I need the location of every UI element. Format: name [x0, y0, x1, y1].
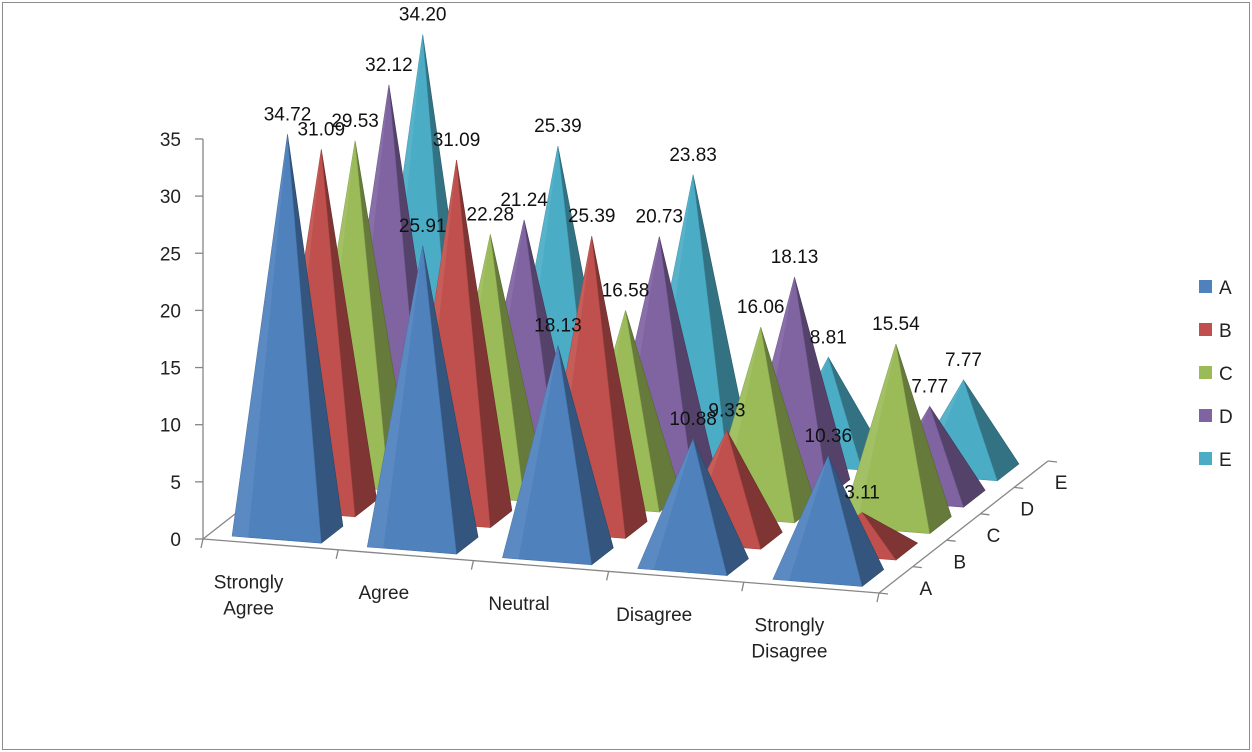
category-label: Strongly: [755, 616, 825, 637]
data-label: 15.54: [872, 314, 920, 335]
category-label: Neutral: [488, 594, 549, 615]
data-label: 7.77: [945, 350, 982, 371]
legend-item-D: D: [1199, 407, 1233, 428]
legend-swatch: [1199, 366, 1212, 379]
data-label: 25.39: [568, 206, 616, 227]
category-label: Strongly: [214, 572, 284, 593]
legend-item-A: A: [1199, 278, 1232, 299]
depth-tick: [946, 539, 956, 542]
category-label: Agree: [223, 598, 274, 619]
category-tick: [876, 592, 880, 603]
data-label: 8.81: [810, 327, 847, 348]
depth-tick: [912, 565, 922, 569]
data-label: 22.28: [467, 205, 515, 226]
depth-label: C: [987, 526, 1001, 547]
pyramid-C-5: [840, 343, 952, 535]
value-tick-label: 10: [160, 416, 181, 437]
pyramid-A-5: [772, 455, 885, 587]
data-label: 18.13: [771, 247, 819, 268]
legend-item-C: C: [1199, 364, 1233, 385]
axes: 0 5 10 15 20 25 30 35 Strongly Agree Agree Neutral D…: [160, 130, 1068, 663]
data-label: 10.36: [805, 426, 853, 447]
depth-label: D: [1020, 500, 1034, 521]
pyramid-highlight: [637, 439, 694, 570]
legend-swatch: [1199, 409, 1212, 422]
data-label: 21.24: [500, 190, 548, 211]
data-label: 34.20: [399, 5, 447, 26]
value-tick-label: 30: [160, 187, 181, 208]
depth-axis-line: [878, 460, 1049, 594]
legend-swatch: [1199, 452, 1212, 465]
data-label: 25.91: [399, 216, 447, 237]
value-tick-label: 15: [160, 359, 181, 380]
legend-item-E: E: [1199, 450, 1232, 471]
category-tick: [335, 549, 339, 559]
pyramid-highlight: [772, 456, 829, 581]
data-label: 31.09: [298, 119, 346, 140]
data-label: 31.09: [433, 130, 481, 151]
depth-tick: [1014, 486, 1024, 490]
data-label: 20.73: [636, 207, 684, 228]
value-tick-label: 25: [160, 244, 181, 265]
data-labels: 34.72 25.91 18.13 10.88 10.36 31.09 31.09 25.39…: [264, 5, 982, 504]
category-label: Disagree: [616, 605, 692, 626]
value-tick-label: 0: [170, 530, 181, 551]
pyramid-A-1: [231, 134, 344, 544]
legend-label: E: [1219, 450, 1232, 471]
pyramid-highlight: [232, 134, 288, 538]
value-tick-label: 20: [160, 301, 181, 322]
data-label: 16.06: [737, 297, 785, 318]
category-tick: [470, 560, 475, 570]
legend-label: D: [1219, 407, 1233, 428]
legend-item-B: B: [1199, 321, 1232, 342]
depth-tick: [1047, 460, 1058, 463]
legend-swatch: [1199, 323, 1212, 336]
depth-tick: [980, 513, 990, 516]
data-label: 29.53: [331, 111, 379, 132]
data-label: 25.39: [534, 116, 582, 137]
data-series: [231, 34, 1020, 587]
category-tick: [200, 538, 204, 549]
category-tick: [741, 582, 745, 592]
category-label: Agree: [358, 583, 409, 604]
value-tick-label: 35: [160, 130, 181, 151]
pyramid-highlight: [367, 245, 423, 549]
legend-swatch: [1199, 280, 1212, 293]
pyramid-A-2: [366, 245, 479, 555]
depth-label: A: [920, 579, 933, 600]
pyramid-highlight: [502, 345, 558, 559]
value-tick-label: 5: [170, 473, 181, 494]
depth-tick: [878, 592, 889, 595]
data-label: 9.33: [708, 401, 745, 422]
pyramid-chart: 0 5 10 15 20 25 30 35 Strongly Agree Agree Neutral D…: [160, 5, 1233, 663]
data-label: 16.58: [602, 280, 650, 301]
data-label: 10.88: [669, 409, 717, 430]
category-label: Disagree: [751, 642, 827, 663]
category-axis-line: [202, 538, 880, 594]
pyramid-highlight: [840, 344, 896, 528]
data-label: 34.72: [264, 104, 312, 125]
data-label: 23.83: [669, 145, 717, 166]
legend-label: B: [1219, 321, 1232, 342]
data-label: 3.11: [844, 482, 880, 503]
pyramid-A-4: [637, 438, 749, 577]
data-label: 7.77: [911, 376, 948, 397]
legend-label: C: [1219, 364, 1233, 385]
data-label: 32.12: [365, 55, 413, 76]
legend: A B C D E: [1199, 278, 1233, 471]
data-label: 18.13: [534, 316, 582, 337]
depth-label: E: [1055, 473, 1068, 494]
category-tick: [605, 571, 610, 581]
legend-label: A: [1219, 278, 1232, 299]
pyramid-A-3: [502, 345, 614, 566]
depth-label: B: [953, 552, 966, 573]
